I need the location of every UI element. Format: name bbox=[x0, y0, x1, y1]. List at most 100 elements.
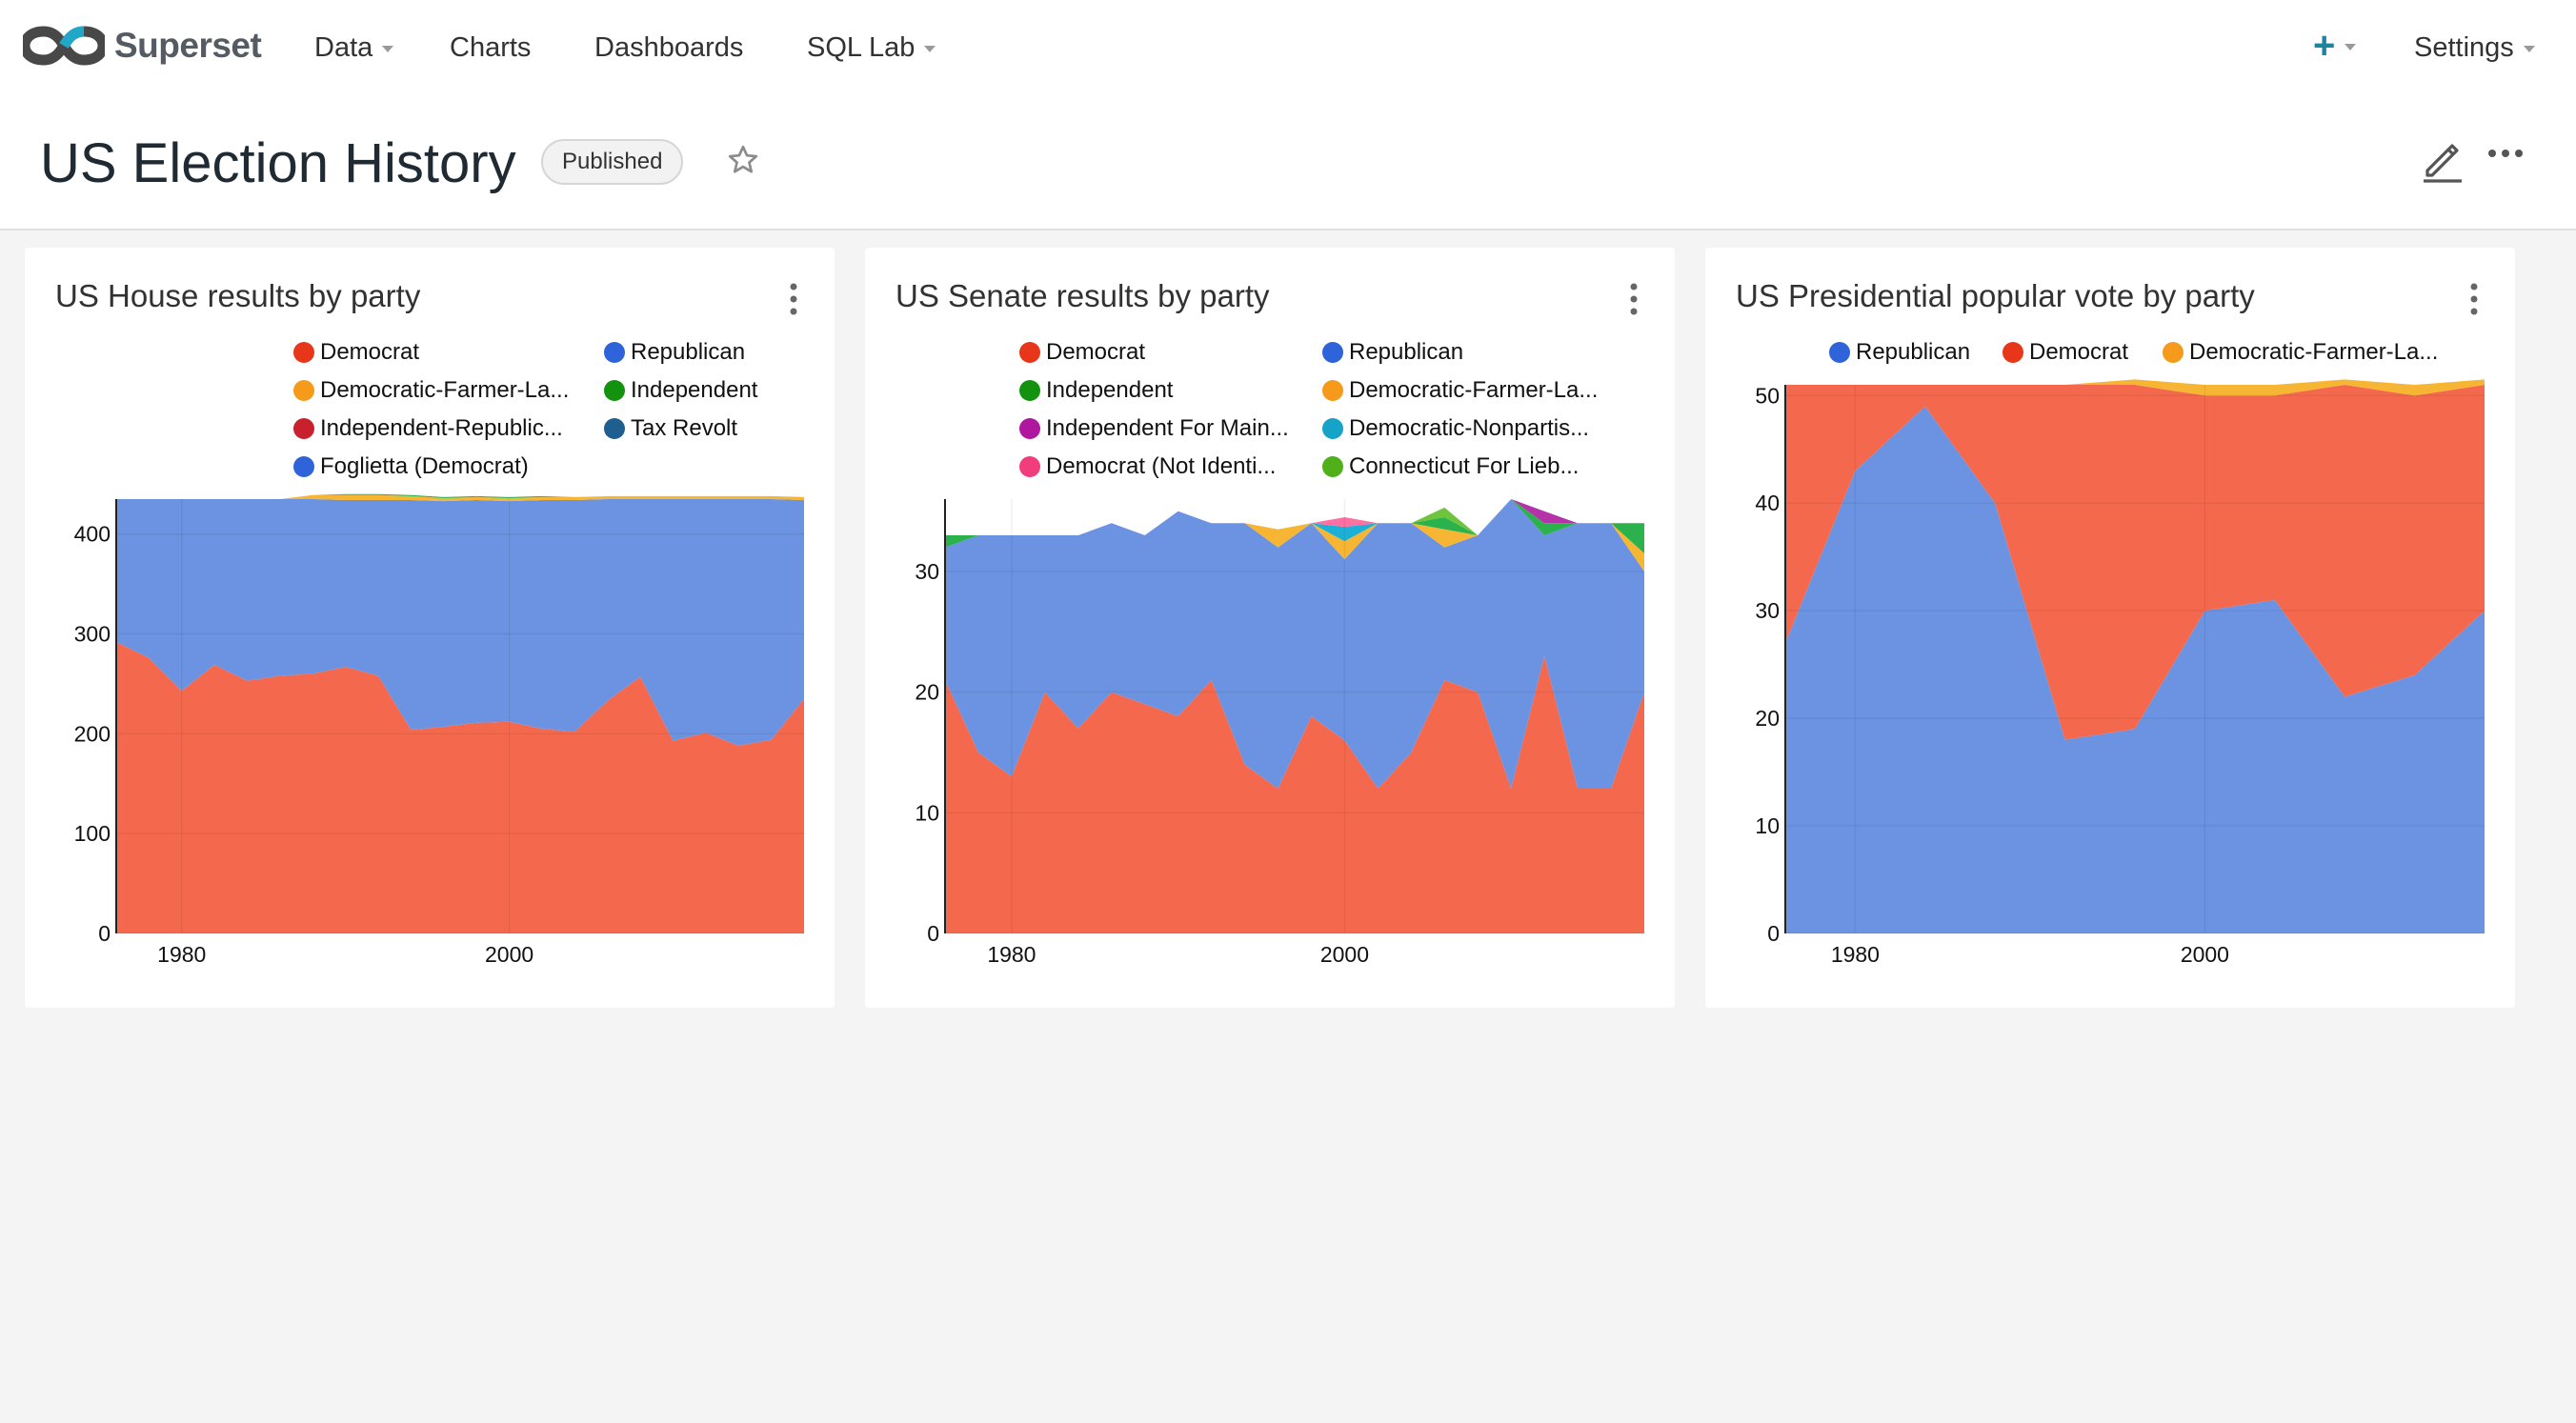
chart-menu-button[interactable] bbox=[2469, 282, 2479, 321]
x-tick-label: 1980 bbox=[1831, 942, 1880, 967]
legend-label: Democratic-Farmer-La... bbox=[1349, 377, 1599, 403]
nav-data-label: Data bbox=[314, 31, 373, 63]
legend-item[interactable]: Democratic-Farmer-La... bbox=[1322, 377, 1598, 404]
settings-menu[interactable]: Settings bbox=[2414, 29, 2535, 67]
y-tick-label: 30 bbox=[915, 559, 939, 584]
y-tick-label: 20 bbox=[915, 680, 939, 705]
area-series-republican[interactable] bbox=[945, 499, 1644, 789]
y-tick-label: 30 bbox=[1755, 598, 1780, 623]
brand-logo[interactable]: Superset bbox=[23, 19, 262, 72]
superset-logo-icon bbox=[23, 26, 105, 66]
legend-dot-icon bbox=[1829, 342, 1850, 363]
y-tick-label: 100 bbox=[74, 821, 111, 846]
legend-item[interactable]: Republican bbox=[604, 339, 745, 366]
legend-item[interactable]: Tax Revolt bbox=[604, 415, 737, 442]
legend-label: Democrat bbox=[320, 339, 420, 365]
nav-sqllab-menu[interactable]: SQL Lab bbox=[807, 29, 936, 67]
x-tick-label: 1980 bbox=[987, 942, 1036, 967]
dashboard-header: US Election History Published bbox=[0, 93, 2576, 230]
legend-label: Connecticut For Lieb... bbox=[1349, 453, 1580, 479]
area-series-democratic-farmer-la-[interactable] bbox=[1785, 379, 2485, 396]
legend-item[interactable]: Independent-Republic... bbox=[293, 415, 563, 442]
legend-item[interactable]: Foglietta (Democrat) bbox=[293, 453, 529, 480]
nav-sqllab-label: SQL Lab bbox=[807, 31, 916, 63]
legend-item[interactable]: Democratic-Farmer-La... bbox=[293, 377, 569, 404]
y-tick-label: 10 bbox=[1755, 813, 1780, 838]
area-series-republican[interactable] bbox=[116, 499, 804, 746]
chart-menu-button[interactable] bbox=[789, 282, 798, 321]
legend-label: Democrat bbox=[1046, 339, 1146, 365]
legend-item[interactable]: Democrat bbox=[293, 339, 419, 366]
legend-label: Democratic-Farmer-La... bbox=[320, 377, 570, 403]
legend-item[interactable]: Democrat bbox=[2002, 339, 2128, 366]
house-area-chart: 0 100 200 300 400 1980 2000 bbox=[74, 493, 804, 967]
legend-item[interactable]: Republican bbox=[1322, 339, 1463, 366]
nav-dashboards-link[interactable]: Dashboards bbox=[594, 29, 743, 67]
legend-item[interactable]: Independent bbox=[1019, 377, 1173, 404]
y-tick-label: 0 bbox=[98, 921, 111, 946]
legend-dot-icon bbox=[604, 418, 625, 439]
nav-charts-link[interactable]: Charts bbox=[450, 29, 531, 67]
status-badge[interactable]: Published bbox=[541, 139, 684, 185]
legend-item[interactable]: Republican bbox=[1829, 339, 1970, 366]
x-tick-label: 2000 bbox=[485, 942, 533, 967]
y-tick-label: 0 bbox=[927, 921, 939, 946]
legend-dot-icon bbox=[1322, 418, 1343, 439]
legend-label: Independent-Republic... bbox=[320, 415, 563, 441]
legend-item[interactable]: Democratic-Farmer-La... bbox=[2163, 339, 2438, 366]
presidential-area-chart: 0 10 20 30 40 50 1980 2000 bbox=[1755, 379, 2485, 967]
legend-dot-icon bbox=[1019, 418, 1040, 439]
kebab-icon bbox=[1630, 283, 1638, 315]
y-tick-label: 50 bbox=[1755, 383, 1780, 408]
x-tick-label: 2000 bbox=[1320, 942, 1369, 967]
dashboard-title[interactable]: US Election History bbox=[40, 132, 516, 194]
legend-label: Democrat (Not Identi... bbox=[1046, 453, 1277, 479]
nav-data-menu[interactable]: Data bbox=[314, 29, 394, 67]
nav-dashboards-label: Dashboards bbox=[594, 31, 744, 63]
chart-menu-button[interactable] bbox=[1629, 282, 1639, 321]
ellipsis-icon bbox=[2488, 150, 2523, 157]
y-tick-label: 200 bbox=[74, 721, 111, 746]
legend-item[interactable]: Connecticut For Lieb... bbox=[1322, 453, 1579, 480]
chart-title: US Presidential popular vote by party bbox=[1736, 278, 2255, 313]
legend-label: Independent bbox=[631, 377, 758, 403]
legend-dot-icon bbox=[293, 456, 314, 477]
kebab-icon bbox=[2470, 283, 2478, 315]
legend-item[interactable]: Democratic-Nonpartis... bbox=[1322, 415, 1589, 442]
area-series-democrat[interactable] bbox=[1785, 385, 2485, 740]
legend-dot-icon bbox=[293, 418, 314, 439]
chart-title: US Senate results by party bbox=[896, 278, 1270, 313]
legend-item[interactable]: Democrat (Not Identi... bbox=[1019, 453, 1276, 480]
favorite-star-icon[interactable] bbox=[726, 143, 760, 182]
nav-charts-label: Charts bbox=[450, 31, 532, 63]
edit-dashboard-button[interactable] bbox=[2420, 137, 2465, 188]
legend-dot-icon bbox=[293, 380, 314, 401]
legend-dot-icon bbox=[1019, 342, 1040, 363]
chevron-down-icon bbox=[924, 45, 936, 52]
new-item-button[interactable]: + bbox=[2313, 27, 2357, 65]
dashboard-more-options-button[interactable] bbox=[2486, 147, 2525, 164]
legend-dot-icon bbox=[2163, 342, 2184, 363]
legend-label: Independent bbox=[1046, 377, 1174, 403]
legend-item[interactable]: Independent bbox=[604, 377, 757, 404]
legend-dot-icon bbox=[1322, 380, 1343, 401]
y-tick-label: 10 bbox=[915, 800, 939, 825]
chart-card-senate: 0 10 20 30 1980 2000 US Senate results by par… bbox=[865, 248, 1675, 1008]
y-tick-label: 0 bbox=[1767, 921, 1780, 946]
area-series-democrat[interactable] bbox=[116, 641, 804, 933]
status-badge-label: Published bbox=[562, 149, 663, 174]
legend-label: Tax Revolt bbox=[631, 415, 738, 441]
settings-label: Settings bbox=[2414, 31, 2514, 63]
legend-dot-icon bbox=[293, 342, 314, 363]
area-series-independent[interactable] bbox=[116, 493, 804, 499]
area-series-democrat[interactable] bbox=[945, 655, 1644, 933]
legend-item[interactable]: Independent For Main... bbox=[1019, 415, 1289, 442]
legend-dot-icon bbox=[1322, 456, 1343, 477]
legend-dot-icon bbox=[1019, 380, 1040, 401]
legend-label: Democratic-Nonpartis... bbox=[1349, 415, 1590, 441]
legend-item[interactable]: Democrat bbox=[1019, 339, 1145, 366]
area-series-democratic-farmer-la-[interactable] bbox=[116, 494, 804, 502]
area-series-republican[interactable] bbox=[1785, 406, 2485, 934]
area-series-democratic-farmer-la-[interactable] bbox=[945, 499, 1644, 571]
x-tick-label: 1980 bbox=[157, 942, 206, 967]
